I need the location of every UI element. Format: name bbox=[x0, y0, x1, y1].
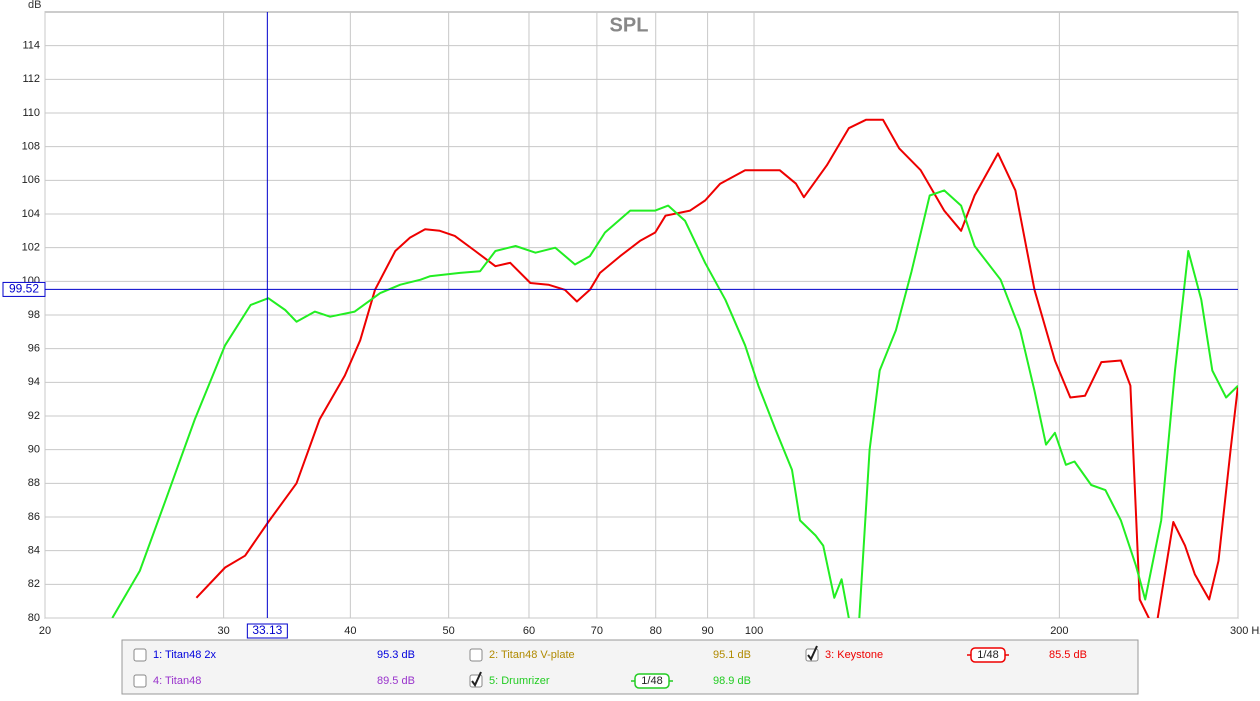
y-tick-label: 98 bbox=[28, 309, 40, 321]
y-tick-label: 108 bbox=[22, 141, 40, 153]
legend-checkbox[interactable] bbox=[133, 648, 147, 662]
x-tick-label: 100 bbox=[745, 625, 763, 637]
legend-name: 2: Titan48 V-plate bbox=[489, 649, 575, 661]
y-tick-label: 92 bbox=[28, 410, 40, 422]
legend-value: 95.3 dB bbox=[377, 649, 415, 661]
x-tick-label: 90 bbox=[701, 625, 713, 637]
smoothing-label: 1/48 bbox=[641, 675, 662, 687]
y-tick-label: 94 bbox=[28, 376, 40, 388]
legend-value: 89.5 dB bbox=[377, 675, 415, 687]
y-tick-label: 82 bbox=[28, 578, 40, 590]
smoothing-label: 1/48 bbox=[977, 649, 998, 661]
y-tick-label: 112 bbox=[22, 73, 40, 85]
legend-checkmark bbox=[807, 645, 818, 661]
legend-name: 3: Keystone bbox=[825, 649, 883, 661]
legend-value: 98.9 dB bbox=[713, 675, 751, 687]
y-tick-label: 110 bbox=[22, 107, 40, 119]
y-tick-label: 86 bbox=[28, 511, 40, 523]
x-tick-label: 70 bbox=[591, 625, 603, 637]
y-tick-label: 96 bbox=[28, 343, 40, 355]
y-tick-label: 106 bbox=[22, 174, 40, 186]
x-tick-label: 300 Hz bbox=[1230, 625, 1260, 637]
plot-lines bbox=[111, 118, 1238, 618]
legend-value: 85.5 dB bbox=[1049, 649, 1087, 661]
x-tick-label: 50 bbox=[443, 625, 455, 637]
legend-checkbox[interactable] bbox=[469, 648, 483, 662]
y-tick-label: 84 bbox=[28, 545, 40, 557]
cursor-y-label: 99.52 bbox=[9, 282, 39, 296]
cursor-x-box bbox=[246, 623, 288, 639]
legend-name: 1: Titan48 2x bbox=[153, 649, 216, 661]
chart-title: SPL bbox=[610, 14, 649, 36]
legend-checkmark bbox=[471, 671, 482, 687]
smoothing-badge bbox=[970, 647, 1006, 663]
x-tick-label: 60 bbox=[523, 625, 535, 637]
cursor-x-label: 33.13 bbox=[252, 623, 282, 637]
legend-checkbox[interactable] bbox=[133, 674, 147, 688]
x-tick-label: 80 bbox=[650, 625, 662, 637]
legend-name: 4: Titan48 bbox=[153, 675, 201, 687]
x-tick-label: 30 bbox=[217, 625, 229, 637]
y-tick-label: 88 bbox=[28, 477, 40, 489]
y-tick-label: 114 bbox=[22, 40, 40, 52]
y-tick-label: 104 bbox=[22, 208, 40, 220]
series-line bbox=[195, 118, 1238, 618]
y-tick-label: 80 bbox=[28, 612, 40, 624]
cursor-y-box bbox=[2, 281, 46, 297]
legend-name: 5: Drumrizer bbox=[489, 675, 550, 687]
y-tick-label: 90 bbox=[28, 444, 40, 456]
legend-value: 95.1 dB bbox=[713, 649, 751, 661]
y-tick-label: 102 bbox=[22, 242, 40, 254]
x-tick-label: 40 bbox=[344, 625, 356, 637]
series-line bbox=[111, 189, 1238, 618]
y-axis-label: dB bbox=[28, 0, 41, 11]
legend-panel bbox=[121, 639, 1139, 695]
x-tick-label: 20 bbox=[39, 625, 51, 637]
smoothing-badge bbox=[634, 673, 670, 689]
x-tick-label: 200 bbox=[1050, 625, 1068, 637]
